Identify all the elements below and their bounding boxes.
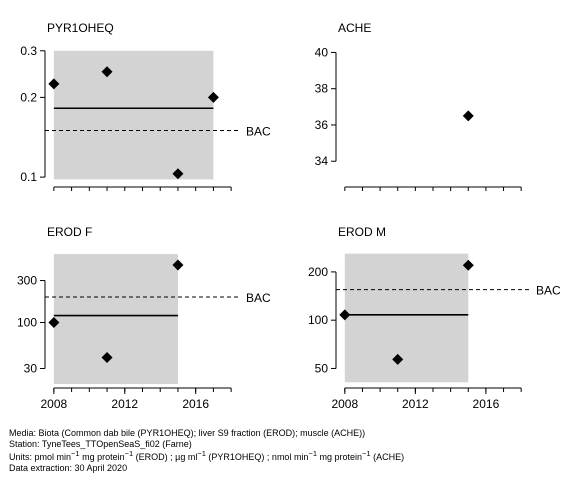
data-point [172, 259, 184, 271]
y-tick-label: 34 [315, 154, 329, 168]
y-tick-label: 36 [315, 118, 329, 132]
chart-footer: Media: Biota (Common dab bile (PYR1OHEQ)… [9, 428, 404, 473]
footer-extraction: Data extraction: 30 April 2020 [9, 462, 128, 473]
y-tick-label: 100 [308, 313, 328, 327]
y-tick-label: 30 [24, 362, 38, 376]
footer-media: Media: Biota (Common dab bile (PYR1OHEQ)… [9, 428, 366, 438]
y-tick-label: 40 [315, 45, 329, 59]
y-tick-label: 200 [308, 265, 328, 279]
panel-4: EROD M BAC 50 100 200 2008 2012 2016 [308, 225, 561, 411]
data-point [101, 66, 113, 78]
panel-title: EROD M [338, 225, 386, 239]
x-tick-label: 2012 [402, 397, 429, 411]
data-point [172, 168, 184, 180]
data-point [48, 317, 60, 329]
chart-canvas: PYR1OHEQ BAC 0.1 0.2 0.3 ACHE 34 36 38 40 EROD F BA… [17, 21, 561, 411]
x-tick-label: 2012 [111, 397, 138, 411]
y-tick-label: 38 [315, 82, 329, 96]
panel-1: PYR1OHEQ BAC 0.1 0.2 0.3 [20, 21, 271, 191]
data-point [101, 352, 113, 364]
bac-label: BAC [536, 284, 561, 298]
y-tick-label: 300 [17, 274, 37, 288]
panel-3: EROD F BAC 30 100 300 2008 2012 2016 [17, 225, 271, 411]
panel-2: ACHE 34 36 38 40 [315, 21, 522, 191]
y-tick-label: 50 [315, 361, 329, 375]
bac-label: BAC [246, 291, 271, 305]
x-tick-label: 2008 [331, 397, 358, 411]
assessment-shade [344, 253, 469, 383]
y-tick-label: 100 [17, 316, 37, 330]
data-point [207, 91, 219, 103]
data-point [462, 110, 474, 122]
data-point [48, 78, 60, 90]
panel-title: ACHE [338, 21, 371, 35]
assessment-shade [53, 254, 178, 384]
footer-units: Units: pmol min−1 mg protein−1 (EROD) ; … [9, 449, 405, 462]
data-point [392, 353, 404, 365]
y-tick-label: 0.2 [20, 90, 37, 104]
x-tick-label: 2016 [182, 397, 209, 411]
y-tick-label: 0.3 [20, 44, 37, 58]
x-tick-label: 2016 [473, 397, 500, 411]
footer-station: Station: TyneTees_TTOpenSeaS_fi02 (Farne… [9, 438, 192, 449]
y-tick-label: 0.1 [20, 170, 37, 184]
x-tick-label: 2008 [41, 397, 68, 411]
data-point [462, 259, 474, 271]
data-point [339, 309, 351, 321]
assessment-shade [53, 50, 214, 180]
bac-label: BAC [246, 124, 271, 138]
panel-title: PYR1OHEQ [47, 21, 114, 35]
panel-title: EROD F [47, 225, 92, 239]
